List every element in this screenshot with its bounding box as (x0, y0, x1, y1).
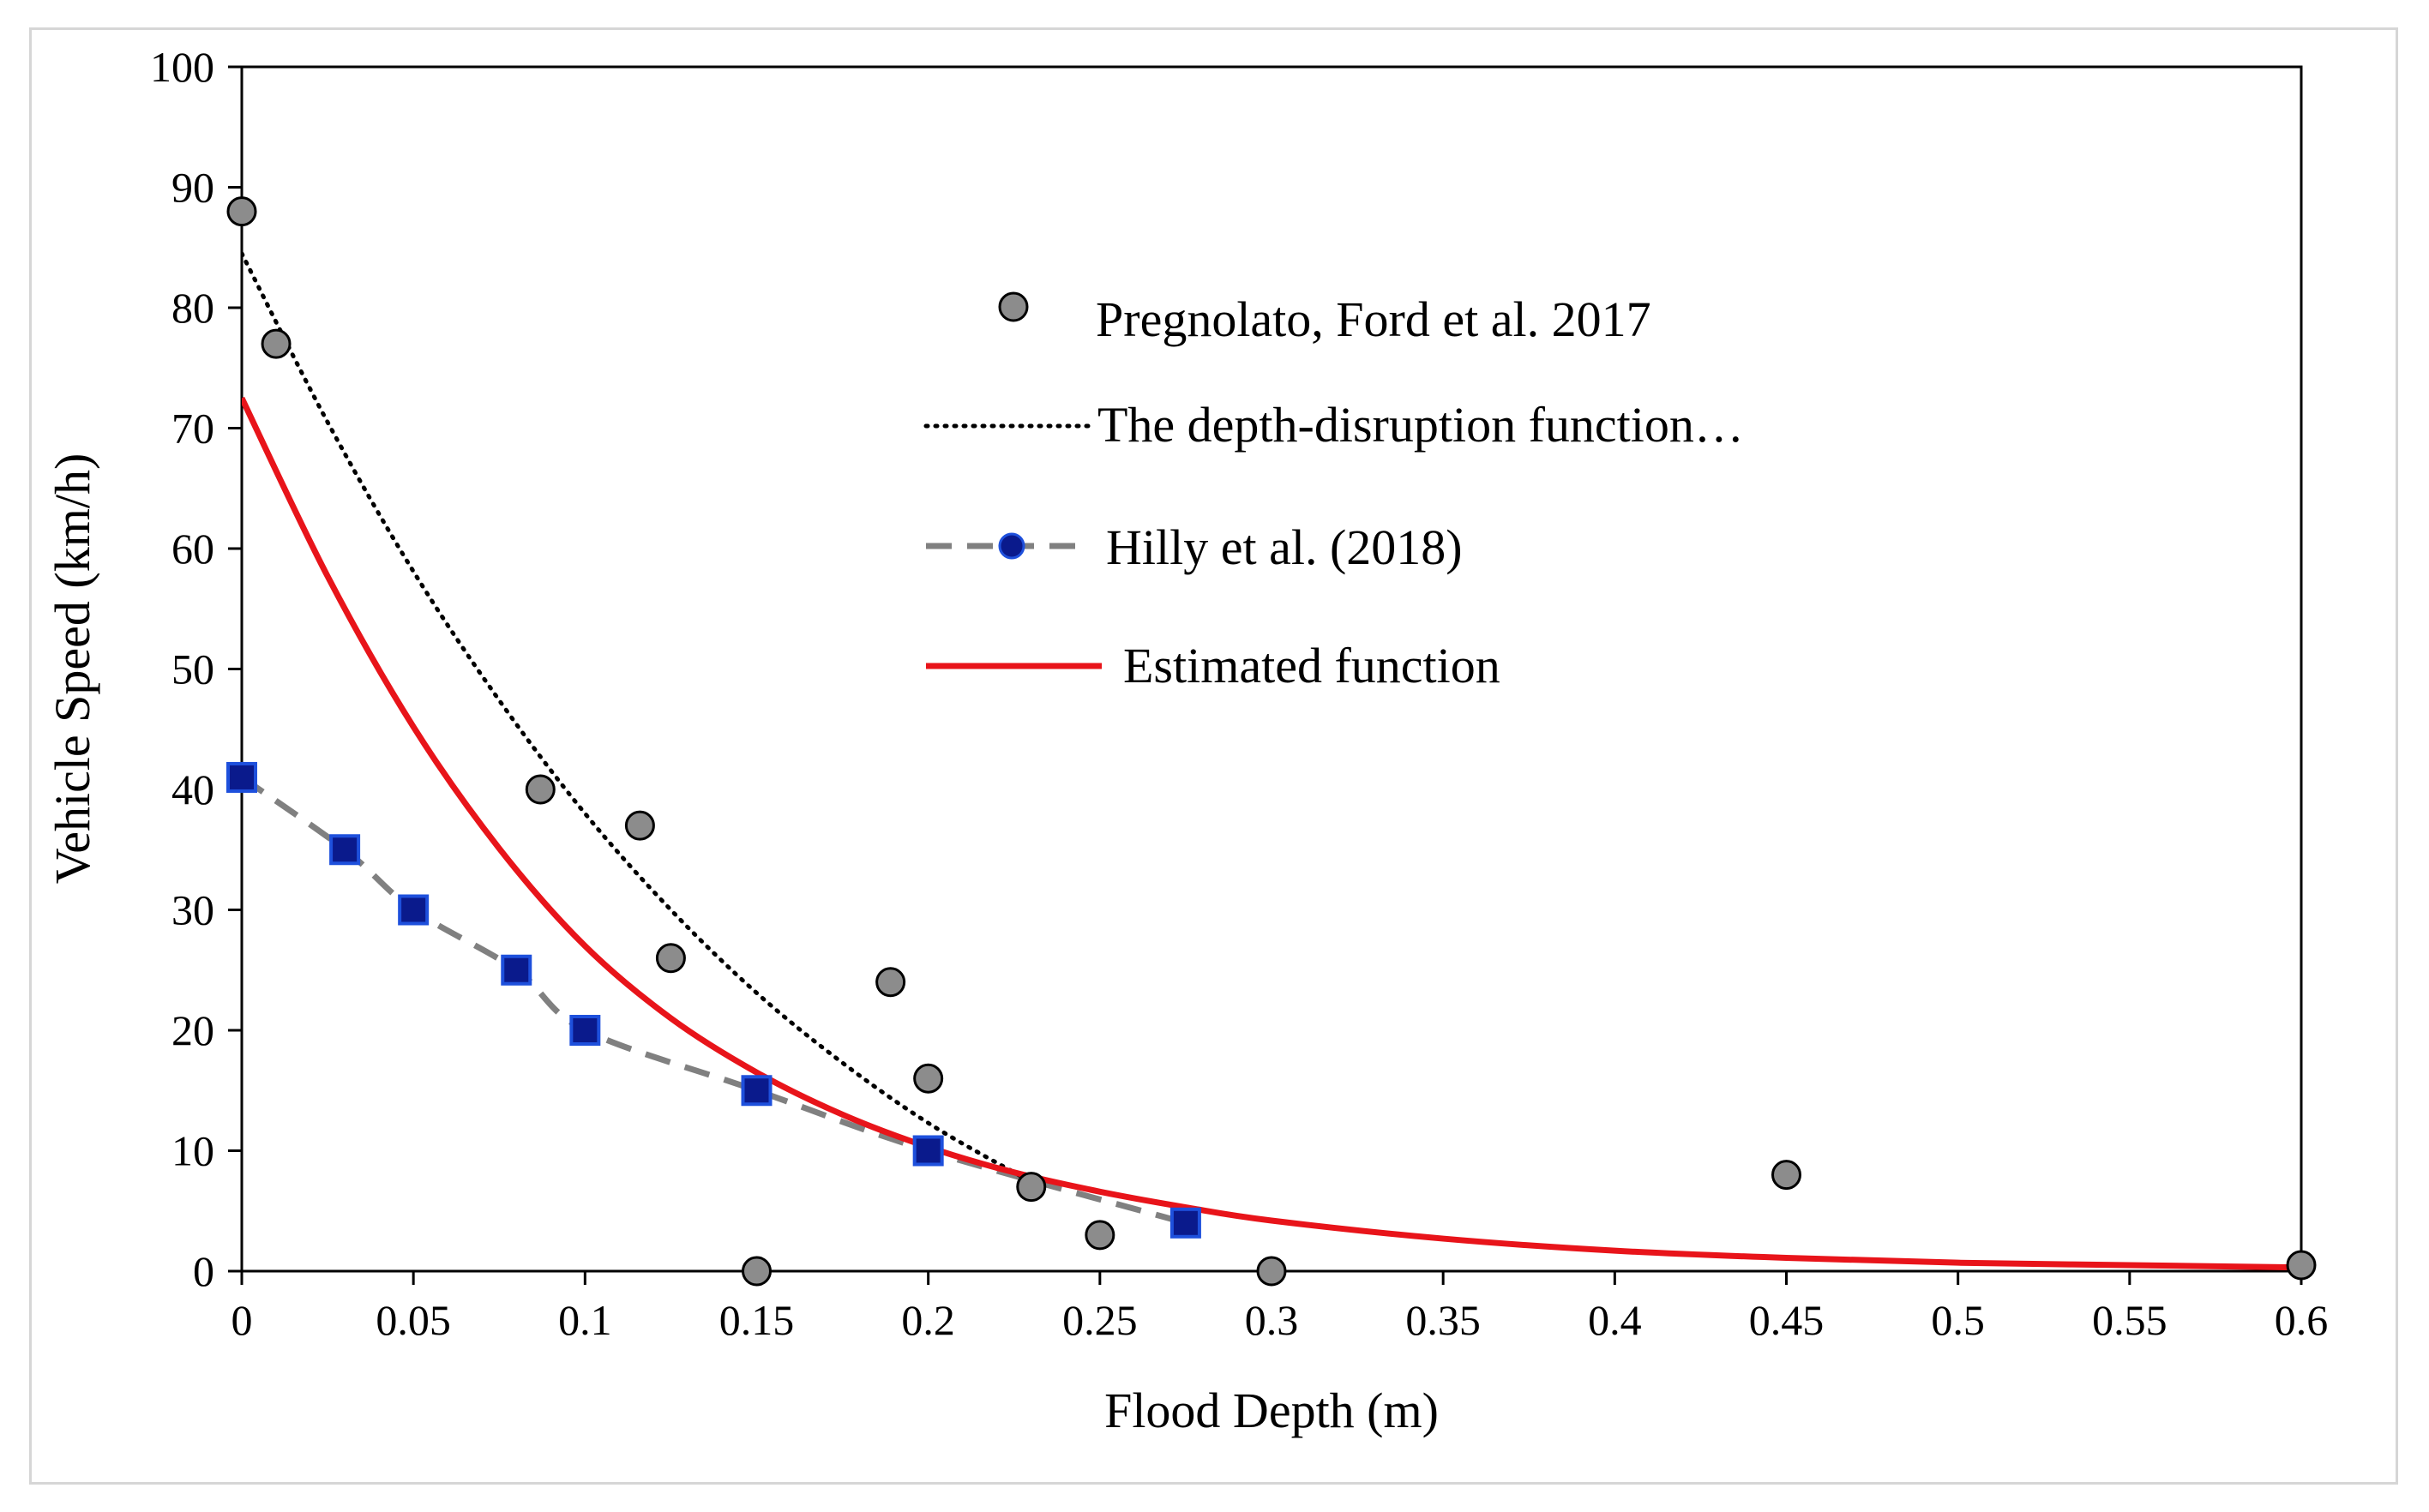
legend-label-depth-disruption: The depth-disruption function… (1097, 397, 1744, 453)
legend-swatch-pregnolato (998, 291, 1029, 322)
y-tick-label: 20 (171, 1006, 214, 1054)
x-tick-label: 0.3 (1245, 1296, 1299, 1344)
pregnolato-point (525, 774, 556, 805)
legend-label-pregnolato: Pregnolato, Ford et al. 2017 (1096, 291, 1651, 347)
hilly-point (569, 1015, 601, 1046)
y-tick-label: 40 (171, 765, 214, 813)
y-tick-label: 100 (150, 43, 214, 91)
x-tick-label: 0.55 (2092, 1296, 2167, 1344)
x-tick-label: 0.5 (1931, 1296, 1985, 1344)
y-tick-label: 0 (193, 1247, 214, 1295)
x-tick-label: 0.15 (719, 1296, 795, 1344)
x-tick-label: 0.05 (376, 1296, 451, 1344)
pregnolato-point (1256, 1256, 1287, 1287)
y-tick-label: 30 (171, 886, 214, 934)
pregnolato-point (2286, 1250, 2317, 1281)
legend-swatch-hilly-marker (998, 532, 1025, 560)
x-tick-label: 0.1 (558, 1296, 612, 1344)
y-tick-label: 90 (171, 164, 214, 212)
hilly-point (741, 1075, 773, 1107)
pregnolato-point (1085, 1220, 1115, 1251)
pregnolato-point (913, 1063, 944, 1094)
x-tick-label: 0.25 (1062, 1296, 1138, 1344)
legend-label-estimated: Estimated function (1123, 638, 1500, 693)
y-axis-title: Vehicle Speed (km/h) (45, 453, 100, 885)
y-tick-label: 80 (171, 284, 214, 332)
hilly-point (329, 834, 361, 866)
legend-label-hilly: Hilly et al. (2018) (1106, 519, 1463, 575)
x-tick-label: 0.4 (1588, 1296, 1642, 1344)
series-depth-disruption-line (242, 251, 1034, 1184)
hilly-point (398, 894, 430, 926)
series-hilly-line (242, 775, 1187, 1227)
pregnolato-point (1016, 1172, 1047, 1203)
hilly-point (226, 761, 257, 793)
pregnolato-point (624, 810, 655, 841)
pregnolato-point (655, 943, 686, 974)
pregnolato-point (261, 328, 292, 359)
pregnolato-point (742, 1256, 772, 1287)
pregnolato-point (875, 967, 906, 998)
x-tick-label: 0.6 (2275, 1296, 2329, 1344)
legend: Pregnolato, Ford et al. 2017 The depth-di… (923, 291, 1744, 693)
figure-frame (29, 27, 2398, 1485)
y-tick-label: 50 (171, 645, 214, 693)
axes: 0 10 20 30 40 50 60 70 80 90 100 0 0.05 0.1 0.15 0.2 0.2… (150, 43, 2328, 1344)
x-tick-label: 0 (231, 1296, 253, 1344)
y-tick-label: 60 (171, 525, 214, 573)
x-tick-label: 0.2 (901, 1296, 955, 1344)
hilly-point (1169, 1207, 1201, 1239)
x-axis-title: Flood Depth (m) (1104, 1383, 1439, 1438)
markers-layer (226, 196, 2317, 1287)
x-tick-label: 0.45 (1749, 1296, 1825, 1344)
y-tick-label: 70 (171, 405, 214, 453)
pregnolato-point (1771, 1160, 1801, 1191)
hilly-point (501, 954, 532, 986)
hilly-point (912, 1135, 944, 1167)
x-tick-label: 0.35 (1405, 1296, 1481, 1344)
y-tick-label: 10 (171, 1127, 214, 1175)
pregnolato-point (226, 196, 257, 227)
